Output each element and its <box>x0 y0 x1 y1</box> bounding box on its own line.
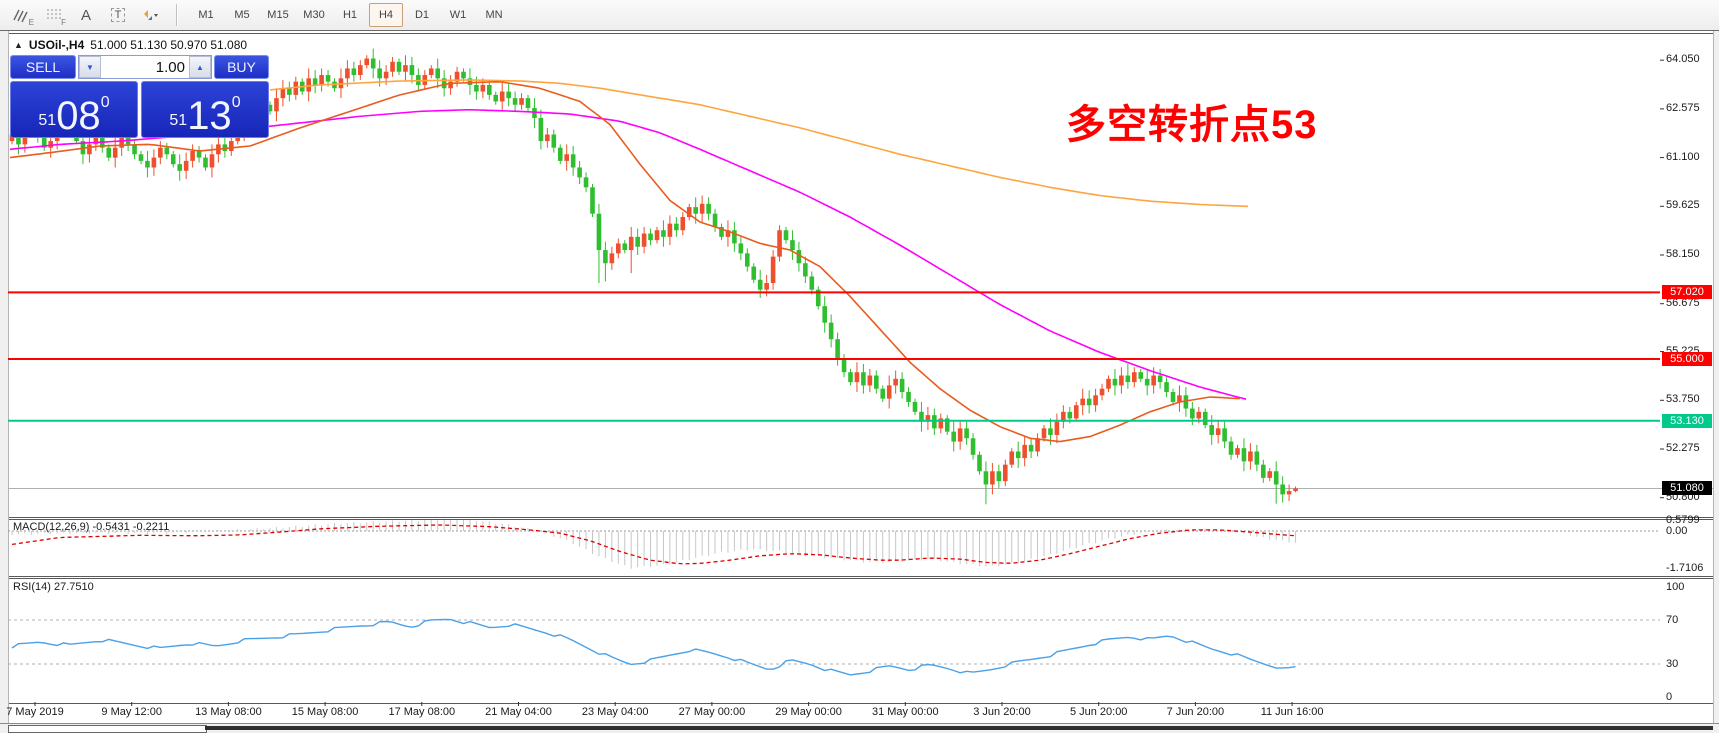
arrange-arrows-icon[interactable] <box>136 3 164 27</box>
macd-panel[interactable] <box>8 519 1714 577</box>
price-tick-label: 61.100 <box>1666 150 1700 163</box>
hline-price-chip: 55.000 <box>1662 352 1712 366</box>
rsi-label: RSI(14) 27.7510 <box>13 581 94 593</box>
macd-tick-label: 0.00 <box>1666 525 1688 537</box>
price-tick-label: 53.750 <box>1666 393 1700 406</box>
rsi-tick-label: 0 <box>1666 691 1673 703</box>
timeframe-button-m15[interactable]: M15 <box>267 9 289 21</box>
buy-price-whole: 51 <box>169 112 188 129</box>
buy-price-big-digits: 13 <box>187 94 232 138</box>
timeframe-button-m30[interactable]: M30 <box>303 9 325 21</box>
sell-price-big-digits: 08 <box>56 94 101 138</box>
time-tick-label: 7 Jun 20:00 <box>1166 706 1225 718</box>
hline-price-chip: 53.130 <box>1662 413 1712 428</box>
symbol-ohlc: 51.000 51.130 50.970 51.080 <box>90 38 248 52</box>
indicators-icon[interactable]: E <box>8 3 36 27</box>
price-tick-label: 64.050 <box>1666 53 1700 66</box>
current-price-chip: 51.080 <box>1662 481 1712 496</box>
hline-price-chip: 57.020 <box>1662 285 1712 300</box>
rsi-tick-label: 100 <box>1666 581 1685 593</box>
left-window-edge <box>0 30 9 733</box>
time-tick-label: 15 May 08:00 <box>291 706 359 718</box>
volume-decrease-button[interactable]: ▼ <box>79 56 101 78</box>
time-tick-label: 27 May 00:00 <box>678 706 746 718</box>
time-tick-label: 23 May 04:00 <box>581 706 649 718</box>
text-box-icon[interactable]: T <box>104 3 132 27</box>
time-tick-label: 31 May 00:00 <box>871 706 939 718</box>
time-tick-label: 13 May 08:00 <box>195 706 262 718</box>
time-tick-label: 29 May 00:00 <box>775 706 842 718</box>
right-window-edge[interactable] <box>1713 30 1719 733</box>
buy-button[interactable]: BUY <box>214 55 269 79</box>
sell-price-whole: 51 <box>38 112 57 129</box>
toolbar-separator <box>176 4 178 26</box>
buy-price-pip: 0 <box>231 94 241 111</box>
drawing-tools-group: E F A T <box>0 0 172 30</box>
timeframe-group: M1 M5 M15 M30 H1 H4 D1 W1 MN <box>182 0 518 30</box>
sell-price-pip: 0 <box>100 94 110 111</box>
volume-increase-button[interactable]: ▲ <box>189 56 211 78</box>
price-tick-label: 56.675 <box>1666 296 1700 309</box>
price-tick-label: 62.575 <box>1666 101 1700 114</box>
macd-tick-label: 0.5799 <box>1666 514 1700 526</box>
rsi-tick-label: 30 <box>1666 658 1679 670</box>
price-tick-label: 59.625 <box>1666 199 1700 212</box>
collapse-panel-icon[interactable]: ▲ <box>14 40 23 50</box>
time-tick-label: 17 May 08:00 <box>388 706 456 718</box>
grid-icon[interactable]: F <box>40 3 68 27</box>
timeframe-button-h1[interactable]: H1 <box>342 9 358 21</box>
rsi-panel[interactable] <box>8 578 1714 704</box>
chart-annotation-text: 多空转折点53 <box>1066 103 1318 147</box>
rsi-tick-label: 70 <box>1666 614 1679 626</box>
sell-price-display[interactable]: 51 08 0 <box>10 81 138 138</box>
price-tick-label: 58.150 <box>1666 248 1700 260</box>
text-label-icon[interactable]: A <box>80 6 91 24</box>
buy-price-display[interactable]: 51 13 0 <box>141 81 269 138</box>
macd-tick-label: -1.7106 <box>1666 561 1704 574</box>
timeframe-button-mn[interactable]: MN <box>485 9 503 21</box>
timeframe-button-m1[interactable]: M1 <box>198 9 214 21</box>
time-tick-label: 5 Jun 20:00 <box>1069 706 1128 718</box>
sell-button[interactable]: SELL <box>10 55 76 79</box>
bottom-scrollbar[interactable] <box>0 723 1719 733</box>
time-tick-label: 3 Jun 20:00 <box>973 706 1031 718</box>
toolbar: E F A T M1 M5 M15 M30 H1 H4 D1 W1 MN <box>0 0 1719 31</box>
volume-input[interactable]: 1.00 <box>155 58 185 76</box>
timeframe-button-w1[interactable]: W1 <box>449 9 467 21</box>
scrollbar-track <box>205 726 1713 730</box>
time-tick-label: 21 May 04:00 <box>485 706 552 718</box>
scrollbar-thumb[interactable] <box>8 725 207 733</box>
time-tick-label: 7 May 2019 <box>6 706 64 718</box>
price-tick-label: 52.275 <box>1666 441 1700 454</box>
macd-label: MACD(12,26,9) -0.5431 -0.2211 <box>13 521 170 533</box>
symbol-name: USOil-,H4 <box>28 38 85 52</box>
timeframe-button-d1[interactable]: D1 <box>414 9 430 21</box>
time-tick-label: 11 Jun 16:00 <box>1260 706 1324 718</box>
one-click-trade-panel: SELL ▼ 1.00 ▲ BUY 51 08 0 51 13 0 <box>10 55 269 138</box>
timeframe-button-m5[interactable]: M5 <box>234 9 250 21</box>
timeframe-button-h4[interactable]: H4 <box>369 3 403 27</box>
time-tick-label: 9 May 12:00 <box>101 706 162 718</box>
symbol-header: ▲ USOil-,H4 51.000 51.130 50.970 51.080 <box>14 38 247 52</box>
